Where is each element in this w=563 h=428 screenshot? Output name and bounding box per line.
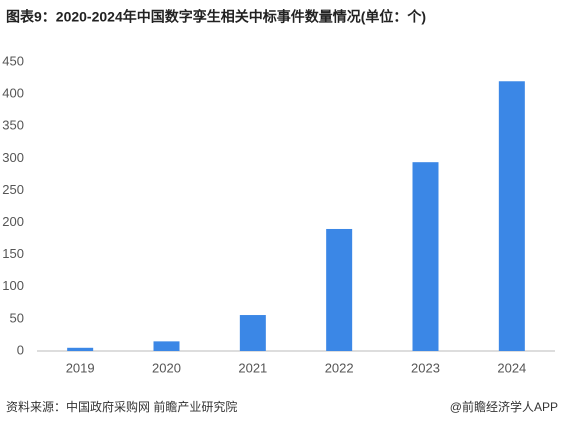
bar (239, 315, 266, 351)
bar (326, 228, 353, 351)
y-tick-label: 200 (2, 214, 24, 229)
source: 资料来源：中国政府采购网 前瞻产业研究院 (6, 399, 237, 414)
bar (412, 162, 439, 351)
x-tick-label: 2020 (152, 360, 181, 375)
y-tick-label: 450 (2, 53, 24, 68)
credit: @前瞻经济学人APP (450, 399, 558, 414)
bar (153, 341, 180, 351)
y-tick-label: 250 (2, 182, 24, 197)
y-tick-label: 0 (17, 342, 24, 357)
x-tick-label: 2023 (411, 360, 440, 375)
chart-title: 图表9：2020-2024年中国数字孪生相关中标事件数量情况(单位：个) (6, 9, 426, 25)
y-tick-label: 150 (2, 246, 24, 261)
y-tick-label: 400 (2, 86, 24, 101)
x-tick-label: 2022 (325, 360, 354, 375)
y-tick-label: 50 (10, 310, 24, 325)
bar (67, 347, 94, 351)
y-tick-label: 100 (2, 278, 24, 293)
x-tick-label: 2021 (238, 360, 267, 375)
y-tick-label: 350 (2, 118, 24, 133)
x-tick-label: 2024 (497, 360, 526, 375)
x-tick-label: 2019 (66, 360, 95, 375)
y-tick-label: 300 (2, 150, 24, 165)
bar (498, 81, 525, 352)
